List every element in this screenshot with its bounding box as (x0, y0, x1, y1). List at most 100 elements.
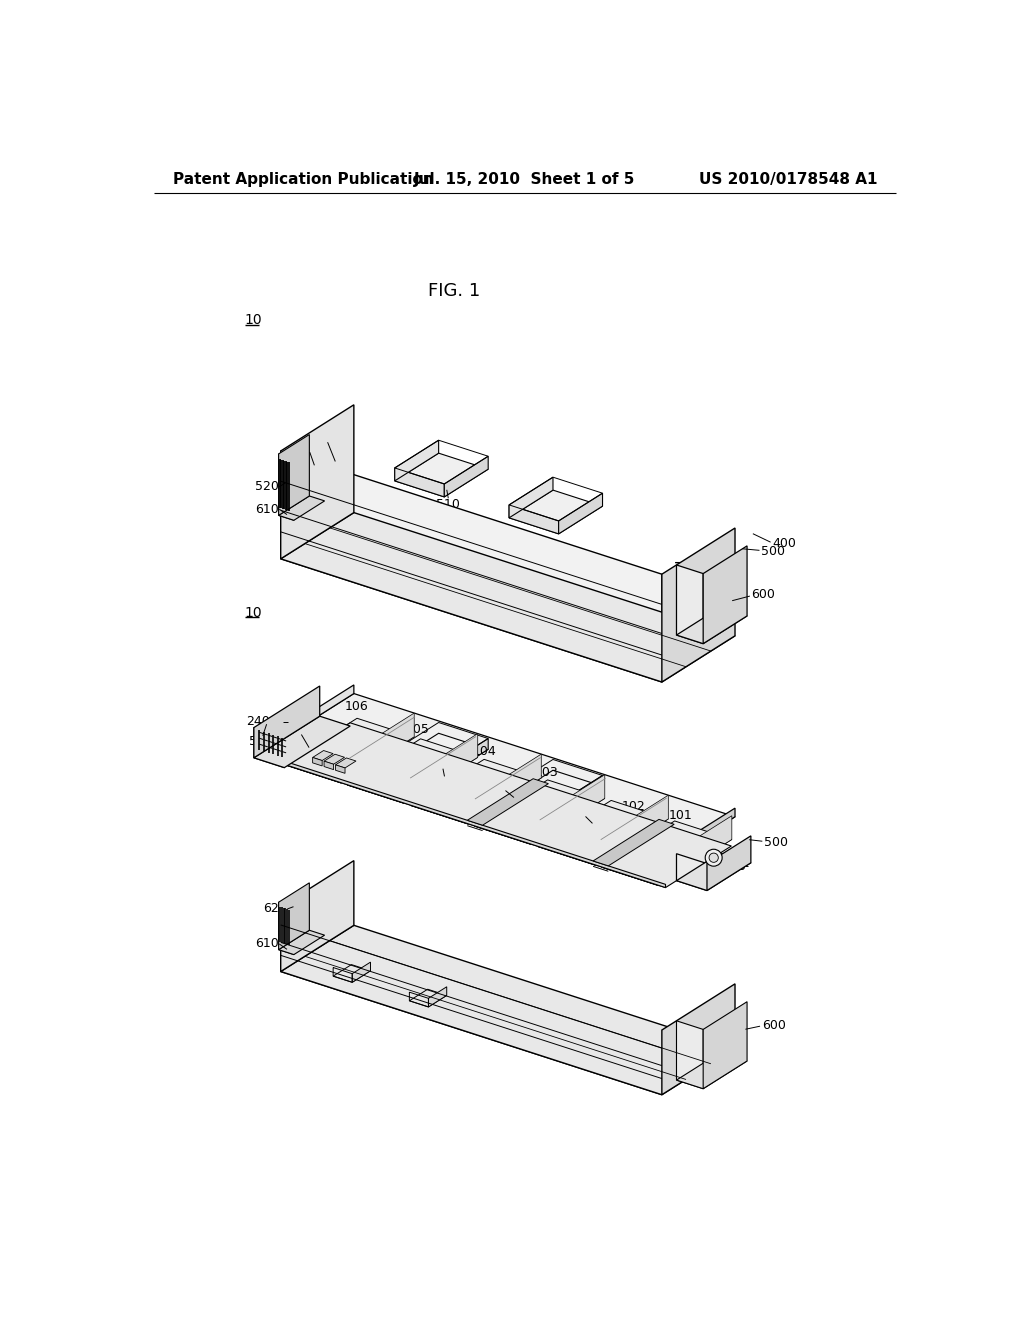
Polygon shape (324, 754, 344, 764)
Text: 610: 610 (255, 937, 279, 950)
Polygon shape (444, 738, 488, 777)
Polygon shape (509, 478, 553, 517)
Polygon shape (285, 723, 731, 887)
Polygon shape (281, 731, 662, 863)
Polygon shape (467, 779, 549, 825)
Polygon shape (279, 903, 294, 954)
Text: 10: 10 (245, 313, 262, 327)
Polygon shape (394, 469, 444, 496)
Text: US 2010/0178548 A1: US 2010/0178548 A1 (699, 173, 878, 187)
Circle shape (706, 849, 722, 866)
Text: 510: 510 (432, 775, 457, 788)
Text: Patent Application Publication: Patent Application Publication (173, 173, 433, 187)
Polygon shape (279, 931, 325, 954)
Polygon shape (531, 775, 605, 845)
Polygon shape (474, 803, 531, 845)
Circle shape (709, 853, 718, 862)
Polygon shape (593, 820, 674, 866)
Text: 104: 104 (472, 744, 497, 758)
Polygon shape (601, 843, 658, 886)
Polygon shape (341, 713, 415, 783)
Text: 520: 520 (255, 480, 279, 494)
Polygon shape (285, 762, 666, 887)
Polygon shape (509, 506, 559, 533)
Text: 510: 510 (436, 498, 460, 511)
Text: 105: 105 (407, 722, 430, 735)
Polygon shape (284, 741, 341, 783)
Polygon shape (279, 883, 309, 949)
Polygon shape (559, 775, 602, 814)
Text: Jul. 15, 2010  Sheet 1 of 5: Jul. 15, 2010 Sheet 1 of 5 (414, 173, 636, 187)
Text: B-: B- (736, 861, 750, 873)
Polygon shape (394, 750, 444, 777)
Polygon shape (444, 457, 488, 496)
Text: 240: 240 (246, 715, 270, 729)
Polygon shape (509, 490, 602, 533)
Text: A: A (708, 556, 717, 570)
Polygon shape (538, 822, 595, 865)
Text: 620: 620 (324, 461, 347, 474)
Polygon shape (281, 907, 662, 1094)
Polygon shape (707, 836, 751, 891)
Polygon shape (468, 754, 542, 824)
Text: 220: 220 (504, 796, 527, 809)
Polygon shape (703, 546, 748, 644)
Polygon shape (394, 441, 438, 480)
Text: 620: 620 (263, 903, 287, 916)
Polygon shape (254, 686, 319, 758)
Polygon shape (281, 693, 735, 863)
Polygon shape (281, 405, 354, 558)
Text: A': A' (676, 623, 689, 638)
Text: 300: 300 (302, 754, 326, 767)
Polygon shape (662, 808, 735, 863)
Text: 330: 330 (289, 743, 312, 756)
Polygon shape (677, 1052, 748, 1089)
Text: 520: 520 (249, 735, 272, 748)
Polygon shape (677, 853, 751, 891)
Polygon shape (284, 718, 415, 783)
Polygon shape (279, 434, 309, 515)
Polygon shape (281, 512, 735, 682)
Text: 600: 600 (762, 1019, 786, 1032)
Polygon shape (312, 758, 323, 766)
Polygon shape (281, 451, 662, 682)
Polygon shape (347, 762, 404, 804)
Polygon shape (281, 925, 735, 1094)
Polygon shape (509, 771, 602, 814)
Text: B2: B2 (497, 810, 512, 821)
Polygon shape (411, 759, 542, 824)
Polygon shape (324, 762, 334, 770)
Polygon shape (662, 983, 735, 1094)
Polygon shape (538, 800, 669, 865)
Polygon shape (474, 780, 605, 845)
Polygon shape (658, 816, 732, 886)
Polygon shape (279, 496, 325, 520)
Polygon shape (281, 685, 354, 739)
Polygon shape (601, 821, 732, 886)
Text: 10: 10 (245, 606, 262, 619)
Polygon shape (336, 764, 345, 774)
Polygon shape (595, 795, 669, 865)
Text: 106: 106 (344, 700, 368, 713)
Polygon shape (254, 727, 285, 768)
Text: FIG. 1: FIG. 1 (428, 282, 480, 300)
Polygon shape (281, 861, 354, 972)
Text: 500: 500 (761, 545, 785, 557)
Polygon shape (404, 734, 478, 804)
Text: 230: 230 (305, 746, 329, 759)
Polygon shape (677, 565, 703, 644)
Polygon shape (662, 528, 735, 682)
Text: 610: 610 (255, 503, 279, 516)
Polygon shape (394, 453, 488, 496)
Text: B+: B+ (318, 909, 336, 920)
Polygon shape (347, 739, 478, 804)
Text: B1: B1 (623, 851, 638, 862)
Text: 101: 101 (669, 809, 692, 822)
Polygon shape (410, 989, 446, 1007)
Text: FIG. 2: FIG. 2 (428, 574, 480, 593)
Polygon shape (336, 758, 356, 768)
Polygon shape (333, 965, 371, 982)
Text: 320: 320 (302, 743, 326, 756)
Polygon shape (677, 1020, 703, 1089)
Polygon shape (312, 751, 333, 760)
